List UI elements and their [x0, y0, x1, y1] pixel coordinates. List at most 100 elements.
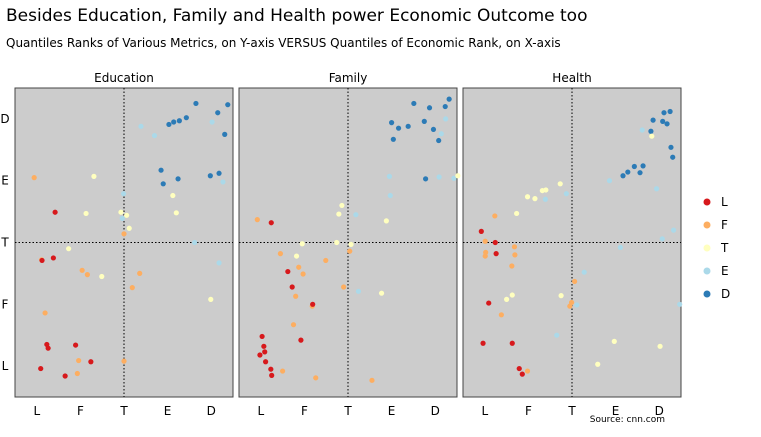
data-point: [558, 293, 564, 299]
data-point: [289, 284, 295, 290]
legend-label: L: [721, 195, 728, 209]
data-point: [348, 241, 354, 247]
data-point: [118, 209, 124, 215]
data-point: [617, 244, 623, 251]
data-point: [524, 368, 531, 374]
data-point: [42, 310, 48, 316]
data-point: [50, 255, 56, 261]
x-tick-label: T: [119, 404, 128, 418]
x-tick-label: D: [431, 404, 440, 418]
data-point: [567, 303, 573, 309]
data-point: [76, 357, 82, 364]
data-point: [514, 210, 520, 217]
data-point: [83, 210, 89, 217]
data-point: [378, 290, 385, 296]
data-point: [313, 375, 319, 381]
data-point: [492, 213, 498, 219]
x-tick-label: T: [343, 404, 352, 418]
data-point: [45, 345, 51, 351]
panel-title-2: Health: [552, 71, 591, 85]
data-point: [512, 252, 518, 258]
data-point: [660, 118, 666, 124]
y-tick-label: L: [2, 359, 9, 373]
data-point: [296, 264, 302, 270]
data-point: [347, 248, 353, 254]
data-point: [451, 175, 457, 181]
data-point: [138, 123, 144, 129]
data-point: [262, 359, 269, 365]
data-point: [387, 192, 393, 199]
data-point: [175, 176, 181, 182]
data-point: [426, 105, 433, 111]
x-tick-label: L: [33, 404, 40, 418]
data-point: [220, 179, 226, 185]
data-point: [657, 343, 663, 349]
legend-label: F: [721, 218, 728, 232]
data-point: [670, 154, 676, 160]
data-point: [216, 170, 222, 176]
x-tick-label: F: [301, 404, 308, 418]
data-point: [606, 178, 613, 184]
data-point: [542, 196, 549, 202]
data-point: [430, 126, 437, 133]
data-point: [563, 191, 569, 197]
data-point: [572, 278, 578, 285]
data-point: [509, 340, 515, 346]
data-point: [625, 169, 631, 175]
data-point: [648, 128, 654, 134]
data-point: [478, 228, 484, 234]
data-point: [482, 253, 488, 259]
data-point: [269, 372, 275, 378]
data-point: [667, 108, 673, 115]
y-tick-label: T: [0, 236, 9, 250]
data-point: [323, 257, 329, 264]
data-point: [334, 239, 340, 246]
data-point: [124, 212, 130, 218]
data-point: [158, 167, 164, 173]
data-point: [631, 163, 637, 170]
data-point: [280, 368, 286, 374]
data-point: [423, 176, 429, 182]
data-point: [620, 173, 626, 179]
data-point: [532, 196, 538, 202]
data-point: [151, 132, 158, 139]
x-tick-label: E: [612, 404, 620, 418]
data-point: [207, 173, 213, 179]
data-point: [209, 119, 215, 125]
data-point: [84, 272, 90, 278]
chart-title: Besides Education, Family and Health pow…: [6, 6, 588, 26]
data-point: [137, 270, 143, 276]
data-point: [285, 268, 291, 275]
data-point: [216, 260, 222, 266]
data-point: [640, 163, 646, 169]
data-point: [498, 312, 504, 318]
data-point: [222, 131, 228, 137]
x-tick-label: D: [655, 404, 664, 418]
data-point: [661, 110, 667, 116]
data-point: [79, 267, 85, 273]
data-point: [160, 181, 166, 187]
legend-swatch: [703, 244, 711, 252]
y-tick-label: D: [0, 112, 9, 126]
legend-swatch: [703, 290, 711, 298]
data-point: [262, 349, 268, 355]
x-tick-label: D: [207, 404, 216, 418]
data-point: [543, 187, 549, 193]
data-point: [581, 269, 587, 275]
data-point: [176, 118, 182, 124]
data-point: [650, 117, 656, 123]
data-point: [486, 300, 492, 306]
data-point: [300, 271, 306, 277]
data-point: [170, 192, 176, 199]
data-point: [310, 301, 316, 307]
x-tick-label: F: [77, 404, 84, 418]
data-point: [99, 273, 105, 280]
legend-swatch: [703, 267, 711, 275]
legend-label: E: [721, 264, 729, 278]
data-point: [74, 370, 80, 377]
data-point: [557, 181, 563, 187]
x-tick-label: L: [257, 404, 264, 418]
data-point: [411, 100, 417, 107]
data-point: [121, 358, 127, 364]
data-point: [88, 359, 94, 365]
